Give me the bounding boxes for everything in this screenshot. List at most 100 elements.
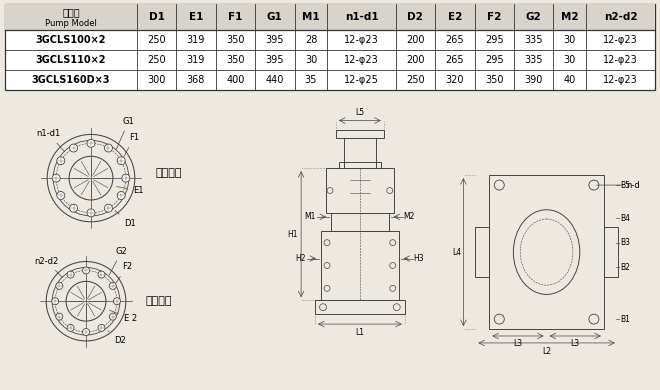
Text: 250: 250 bbox=[406, 75, 425, 85]
Circle shape bbox=[104, 144, 112, 152]
Text: n1-d1: n1-d1 bbox=[345, 12, 378, 22]
Text: 265: 265 bbox=[446, 55, 464, 65]
Bar bbox=[336, 131, 383, 138]
Circle shape bbox=[114, 298, 120, 305]
Text: n2-d2: n2-d2 bbox=[604, 12, 638, 22]
Text: 200: 200 bbox=[406, 35, 424, 45]
Text: 265: 265 bbox=[446, 35, 464, 45]
Bar bbox=[315, 300, 405, 314]
Text: 30: 30 bbox=[305, 55, 317, 65]
Text: M1: M1 bbox=[302, 12, 319, 22]
Text: L3: L3 bbox=[571, 339, 579, 348]
Bar bbox=[604, 227, 618, 277]
Text: 319: 319 bbox=[187, 35, 205, 45]
Text: 350: 350 bbox=[485, 75, 504, 85]
Text: n1-d1: n1-d1 bbox=[36, 129, 65, 152]
Bar bbox=[326, 168, 394, 213]
Text: G1: G1 bbox=[116, 117, 135, 149]
Text: G2: G2 bbox=[110, 246, 127, 275]
Circle shape bbox=[110, 282, 116, 289]
Text: 395: 395 bbox=[265, 55, 284, 65]
Text: B5: B5 bbox=[620, 181, 630, 190]
Circle shape bbox=[52, 174, 60, 182]
Text: 440: 440 bbox=[265, 75, 284, 85]
Text: 400: 400 bbox=[226, 75, 245, 85]
Text: 295: 295 bbox=[485, 55, 504, 65]
Text: 12-φ23: 12-φ23 bbox=[603, 35, 638, 45]
Text: 200: 200 bbox=[406, 55, 424, 65]
Text: 12-φ23: 12-φ23 bbox=[603, 75, 638, 85]
Circle shape bbox=[57, 191, 65, 199]
Circle shape bbox=[87, 209, 95, 217]
Text: H3: H3 bbox=[414, 254, 424, 263]
Text: B4: B4 bbox=[620, 214, 630, 223]
Text: 335: 335 bbox=[525, 35, 543, 45]
Circle shape bbox=[57, 157, 65, 165]
Circle shape bbox=[67, 324, 74, 331]
Text: 350: 350 bbox=[226, 55, 245, 65]
Text: 28: 28 bbox=[305, 35, 317, 45]
Text: 出口法兰: 出口法兰 bbox=[146, 296, 172, 306]
Bar bbox=[331, 213, 389, 231]
Circle shape bbox=[82, 328, 90, 335]
Text: H1: H1 bbox=[288, 230, 298, 239]
Text: E1: E1 bbox=[117, 186, 143, 195]
Text: 319: 319 bbox=[187, 55, 205, 65]
Text: F1: F1 bbox=[228, 12, 243, 22]
Text: M1: M1 bbox=[305, 212, 316, 222]
Bar bbox=[339, 162, 381, 168]
Text: 300: 300 bbox=[147, 75, 166, 85]
Text: 335: 335 bbox=[525, 55, 543, 65]
Circle shape bbox=[117, 157, 125, 165]
Circle shape bbox=[56, 313, 63, 320]
Text: n2-d2: n2-d2 bbox=[34, 257, 63, 278]
Text: L2: L2 bbox=[542, 347, 551, 356]
Text: 进口法兰: 进口法兰 bbox=[156, 168, 182, 178]
Text: 368: 368 bbox=[187, 75, 205, 85]
Text: 12-φ23: 12-φ23 bbox=[603, 55, 638, 65]
Circle shape bbox=[69, 204, 78, 212]
Text: 35: 35 bbox=[305, 75, 317, 85]
Text: 320: 320 bbox=[446, 75, 464, 85]
Bar bbox=[489, 175, 604, 329]
Text: B3: B3 bbox=[620, 238, 630, 247]
Circle shape bbox=[69, 144, 78, 152]
Text: 3GCLS110×2: 3GCLS110×2 bbox=[36, 55, 106, 65]
Circle shape bbox=[56, 282, 63, 289]
Circle shape bbox=[98, 324, 105, 331]
Text: B2: B2 bbox=[620, 263, 630, 272]
Text: L3: L3 bbox=[513, 339, 523, 348]
Circle shape bbox=[82, 267, 90, 274]
Bar bbox=[475, 227, 489, 277]
Text: D1: D1 bbox=[148, 12, 164, 22]
Bar bbox=[321, 231, 399, 300]
Text: 3GCLS160D×3: 3GCLS160D×3 bbox=[32, 75, 110, 85]
Text: 250: 250 bbox=[147, 55, 166, 65]
Text: M2: M2 bbox=[561, 12, 579, 22]
Text: M2: M2 bbox=[404, 212, 415, 222]
Circle shape bbox=[87, 139, 95, 147]
Text: F2: F2 bbox=[487, 12, 502, 22]
Text: 30: 30 bbox=[564, 35, 576, 45]
Text: 12-φ23: 12-φ23 bbox=[344, 55, 379, 65]
Text: 12-φ25: 12-φ25 bbox=[344, 75, 379, 85]
Text: 295: 295 bbox=[485, 35, 504, 45]
Text: F1: F1 bbox=[121, 133, 139, 163]
Text: 30: 30 bbox=[564, 55, 576, 65]
Bar bbox=[5, 4, 655, 30]
Text: F2: F2 bbox=[113, 262, 132, 287]
Bar bbox=[344, 138, 376, 168]
Text: 40: 40 bbox=[564, 75, 576, 85]
Circle shape bbox=[117, 191, 125, 199]
Text: L1: L1 bbox=[355, 328, 364, 337]
Circle shape bbox=[122, 174, 130, 182]
Text: 3GCLS100×2: 3GCLS100×2 bbox=[36, 35, 106, 45]
Circle shape bbox=[104, 204, 112, 212]
Text: D1: D1 bbox=[115, 211, 135, 228]
Text: n-d: n-d bbox=[626, 181, 640, 190]
Text: E2: E2 bbox=[447, 12, 462, 22]
Text: E 2: E 2 bbox=[110, 310, 137, 323]
Text: 350: 350 bbox=[226, 35, 245, 45]
Text: L4: L4 bbox=[452, 248, 461, 257]
Text: Pump Model: Pump Model bbox=[45, 19, 97, 28]
